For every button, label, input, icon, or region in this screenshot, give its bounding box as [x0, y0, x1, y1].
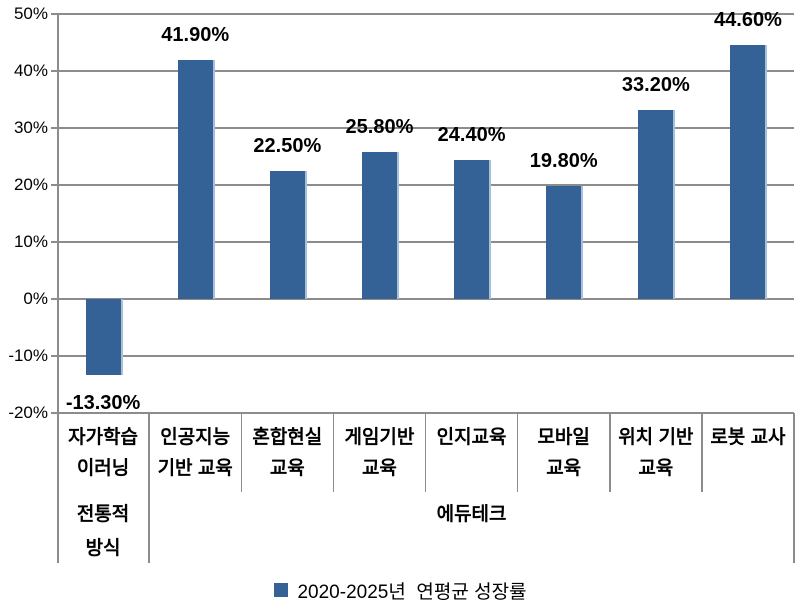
gridline — [57, 127, 794, 129]
category-label-line: 기반 교육 — [157, 458, 233, 479]
group-separator — [148, 413, 150, 563]
bar — [85, 299, 123, 375]
gridline — [57, 13, 794, 15]
category-label-line: 교육 — [546, 458, 582, 479]
bar-value-label: 22.50% — [253, 134, 322, 157]
category-label-line: 모바일 — [537, 427, 590, 448]
category-separator — [424, 413, 427, 492]
category-label-line: 교육 — [361, 458, 397, 479]
y-axis-tick-label: -20% — [8, 403, 48, 422]
y-axis-tick-label: 40% — [13, 61, 48, 80]
gridline — [57, 241, 794, 243]
bar-value-label: 25.80% — [345, 115, 414, 138]
category-label-line: 교육 — [638, 458, 674, 479]
bar-value-label: -13.30% — [65, 391, 141, 414]
y-axis-line — [57, 14, 59, 563]
gridline — [57, 298, 794, 300]
category-separator — [332, 413, 335, 492]
legend: 2020-2025년 연평균 성장률 — [0, 577, 801, 603]
gridline — [57, 355, 794, 357]
group-label: 에듀테크 — [149, 498, 794, 532]
group-label-line: 에듀테크 — [436, 504, 507, 525]
category-label-line: 로봇 교사 — [710, 427, 786, 448]
category-label-line: 인공지능 — [160, 427, 231, 448]
category-label-line: 혼합현실 — [252, 427, 323, 448]
category-label: 인지교육 — [426, 422, 518, 453]
bar — [454, 159, 492, 299]
bar-value-label: 24.40% — [437, 123, 506, 146]
category-label-line: 교육 — [269, 458, 305, 479]
y-axis-tick-label: 20% — [13, 175, 48, 194]
category-label-line: 이러닝 — [76, 458, 130, 479]
y-axis-tick-label: -10% — [8, 346, 48, 365]
category-label-line: 인지교육 — [436, 427, 507, 448]
y-axis-tick-label: 10% — [13, 232, 48, 251]
bar — [730, 44, 768, 299]
y-axis-tick-label: 30% — [13, 118, 48, 137]
gridline — [57, 184, 794, 186]
group-label-line: 방식 — [85, 538, 121, 559]
bar-value-label: 44.60% — [714, 8, 782, 31]
category-separator — [516, 413, 519, 492]
category-separator — [701, 413, 703, 492]
bar-value-label: 19.80% — [529, 150, 598, 173]
category-separator — [609, 413, 611, 492]
y-axis-tick-label: 50% — [13, 4, 48, 23]
category-label-line: 위치 기반 — [618, 427, 694, 448]
axis-right-border — [793, 413, 795, 563]
category-separator — [240, 413, 242, 492]
category-label-line: 자가학습 — [68, 427, 139, 448]
category-label-line: 게임기반 — [344, 427, 415, 448]
bar-value-label: 41.90% — [161, 24, 230, 47]
bar-value-label: 33.20% — [621, 73, 690, 96]
legend-swatch — [274, 583, 289, 597]
group-label-line: 전통적 — [76, 504, 130, 525]
gridline — [57, 70, 794, 72]
bar — [638, 109, 676, 299]
bar — [177, 60, 215, 299]
y-axis-tick-label: 0% — [23, 289, 48, 308]
bar — [269, 170, 307, 299]
bar — [546, 186, 584, 299]
bar — [361, 151, 399, 299]
category-label: 로봇 교사 — [702, 422, 794, 453]
legend-label: 2020-2025년 연평균 성장률 — [297, 581, 527, 603]
